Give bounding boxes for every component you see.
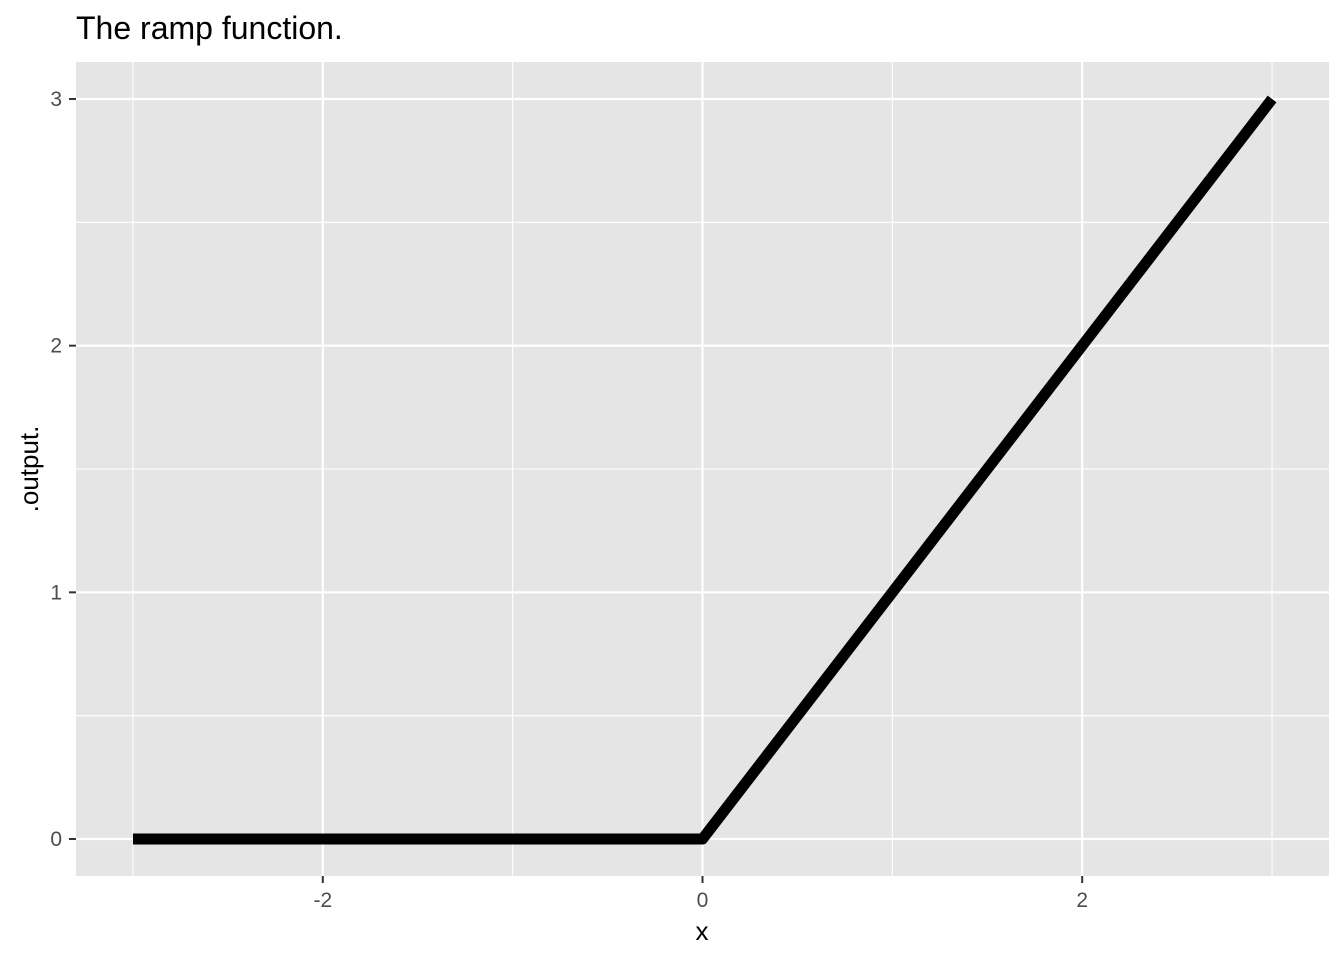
x-axis: -2 0 2 xyxy=(313,876,1088,912)
y-tick-label: 3 xyxy=(50,88,62,111)
x-tick-label: -2 xyxy=(313,889,332,912)
series-layer xyxy=(132,95,1277,845)
y-axis-title: .output. xyxy=(14,426,44,513)
x-axis-title: x xyxy=(696,916,709,946)
series-line xyxy=(132,95,1277,845)
y-axis: 0 1 2 3 xyxy=(50,88,76,851)
y-tick-label: 0 xyxy=(50,828,62,851)
x-tick-label: 0 xyxy=(697,889,709,912)
x-tick-label: 2 xyxy=(1076,889,1088,912)
y-tick-label: 2 xyxy=(50,335,62,358)
chart-title: The ramp function. xyxy=(76,10,343,46)
y-tick-label: 1 xyxy=(50,581,62,604)
